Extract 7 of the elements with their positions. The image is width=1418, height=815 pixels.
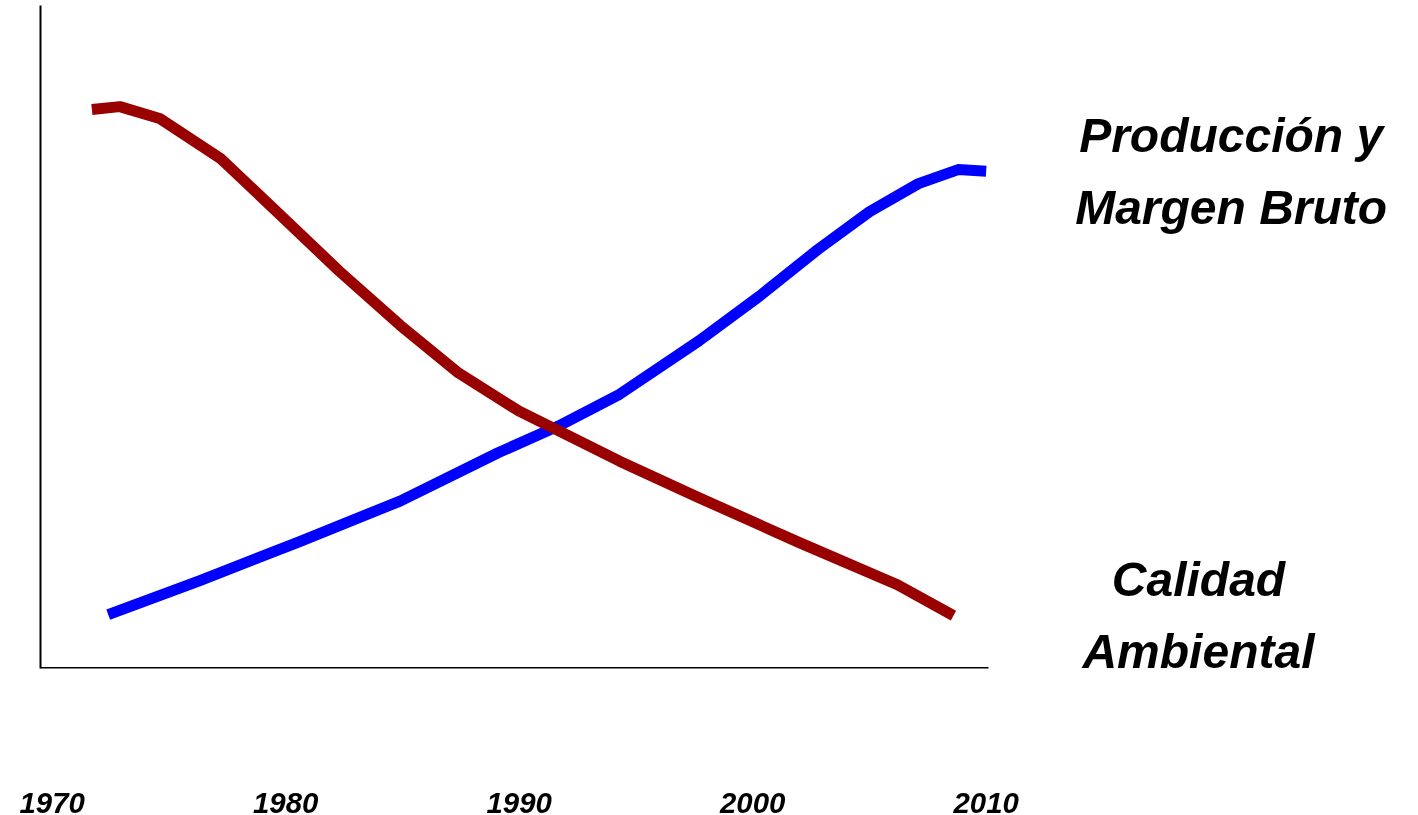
x-tick-label: 1990 [486, 785, 553, 815]
x-tick-label: 1980 [253, 785, 319, 815]
series-label: Producción y Margen Bruto [1075, 108, 1388, 234]
text: Calidad Ambiental [1081, 553, 1317, 678]
x-tick-label: 1970 [19, 785, 86, 815]
x-tick-label: 2010 [952, 785, 1020, 815]
x-tick-label: 2000 [719, 785, 786, 815]
